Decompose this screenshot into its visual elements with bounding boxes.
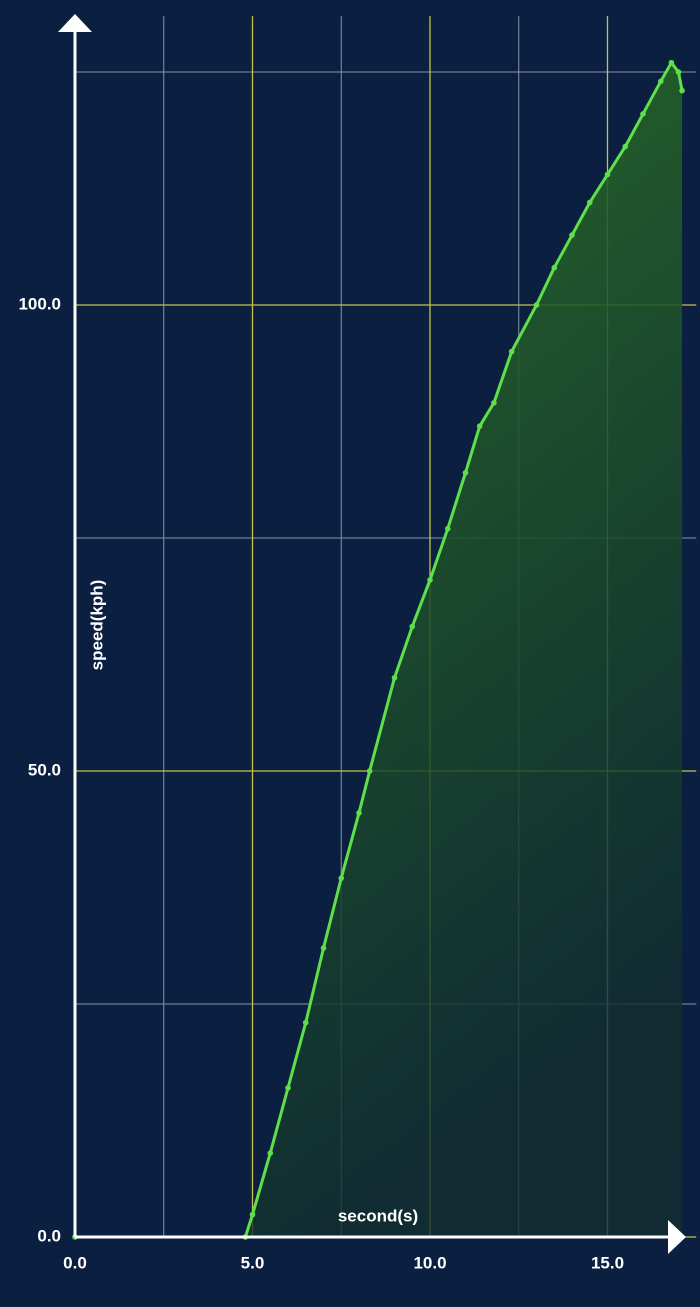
point	[356, 810, 362, 816]
point	[427, 577, 433, 583]
point	[249, 1211, 256, 1218]
point	[604, 171, 611, 178]
y-axis-arrow	[58, 14, 92, 32]
point	[285, 1085, 291, 1091]
point	[640, 111, 646, 117]
point	[622, 143, 629, 150]
point	[533, 302, 540, 308]
point	[338, 875, 345, 881]
x-axis-arrow	[668, 1220, 686, 1254]
point	[302, 1019, 309, 1026]
point	[476, 423, 483, 429]
point	[668, 59, 675, 66]
point	[391, 675, 398, 681]
point	[508, 348, 515, 355]
x-tick-label: 10.0	[413, 1253, 446, 1272]
point	[675, 69, 682, 75]
x-tick-label: 15.0	[591, 1253, 624, 1272]
point	[409, 623, 416, 630]
area-fill	[75, 62, 683, 1237]
x-axis-label: second(s)	[338, 1206, 418, 1225]
point	[462, 469, 469, 476]
y-axis-label: speed(kph)	[87, 580, 106, 671]
point	[320, 945, 327, 951]
point	[551, 264, 558, 271]
point	[366, 768, 373, 774]
x-tick-label: 5.0	[241, 1253, 265, 1272]
point	[491, 400, 497, 406]
point	[267, 1150, 274, 1156]
y-tick-label: 0.0	[37, 1226, 61, 1245]
y-tick-label: 100.0	[18, 294, 61, 313]
y-tick-label: 50.0	[28, 760, 61, 779]
x-tick-label: 0.0	[63, 1253, 87, 1272]
point	[444, 525, 451, 532]
point	[679, 87, 685, 94]
point	[569, 232, 575, 238]
point	[657, 78, 664, 85]
point	[586, 199, 593, 206]
